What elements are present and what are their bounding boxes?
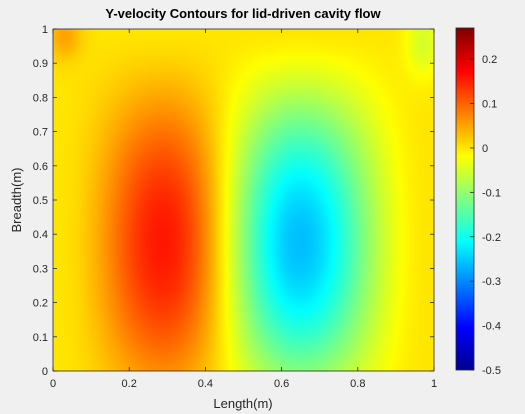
colorbar-ticks: 0.2 0.1 0 -0.1 -0.2 -0.3 -0.4 -0.5 [470,54,501,377]
colorbar-tick-label: 0.1 [482,99,497,111]
colorbar-tick-label: 0 [482,143,488,155]
plot-area [52,28,435,372]
colorbar-gradient [455,27,475,371]
y-tick-label: 0 [42,366,48,378]
colorbar-tick-label: -0.4 [482,321,501,333]
y-tick-label: 0.9 [33,58,48,70]
y-axis-label: Breadth(m) [9,167,24,232]
y-axis: 0 0.1 0.2 0.3 0.4 0.5 0.6 0.7 0.8 0.9 1 [33,24,434,378]
colorbar-tick-label: -0.5 [482,365,501,377]
x-axis: 0 0.2 0.4 0.6 0.8 1 [50,29,437,390]
y-tick-label: 0.7 [33,127,48,139]
x-tick-label: 0.4 [198,378,213,390]
colorbar-tick-label: 0.2 [482,54,497,66]
y-tick-label: 0.8 [33,92,48,104]
y-tick-label: 0.1 [33,332,48,344]
x-tick-label: 0.8 [350,378,365,390]
y-tick-label: 0.3 [33,263,48,275]
chart-title: Y-velocity Contours for lid-driven cavit… [105,6,381,21]
colorbar-tick-label: -0.1 [482,187,501,199]
y-tick-label: 0.4 [33,229,48,241]
y-tick-label: 0.2 [33,298,48,310]
x-tick-label: 1 [431,378,437,390]
y-tick-label: 0.5 [33,195,48,207]
x-axis-label: Length(m) [213,396,272,411]
y-tick-label: 1 [42,24,48,36]
y-tick-label: 0.6 [33,161,48,173]
x-tick-label: 0 [50,378,56,390]
colorbar-tick-label: -0.3 [482,276,501,288]
colorbar: 0.2 0.1 0 -0.1 -0.2 -0.3 -0.4 -0.5 [455,27,501,377]
x-tick-label: 0.6 [274,378,289,390]
x-tick-label: 0.2 [122,378,137,390]
velocity-contour-field [53,29,434,371]
colorbar-tick-label: -0.2 [482,232,501,244]
